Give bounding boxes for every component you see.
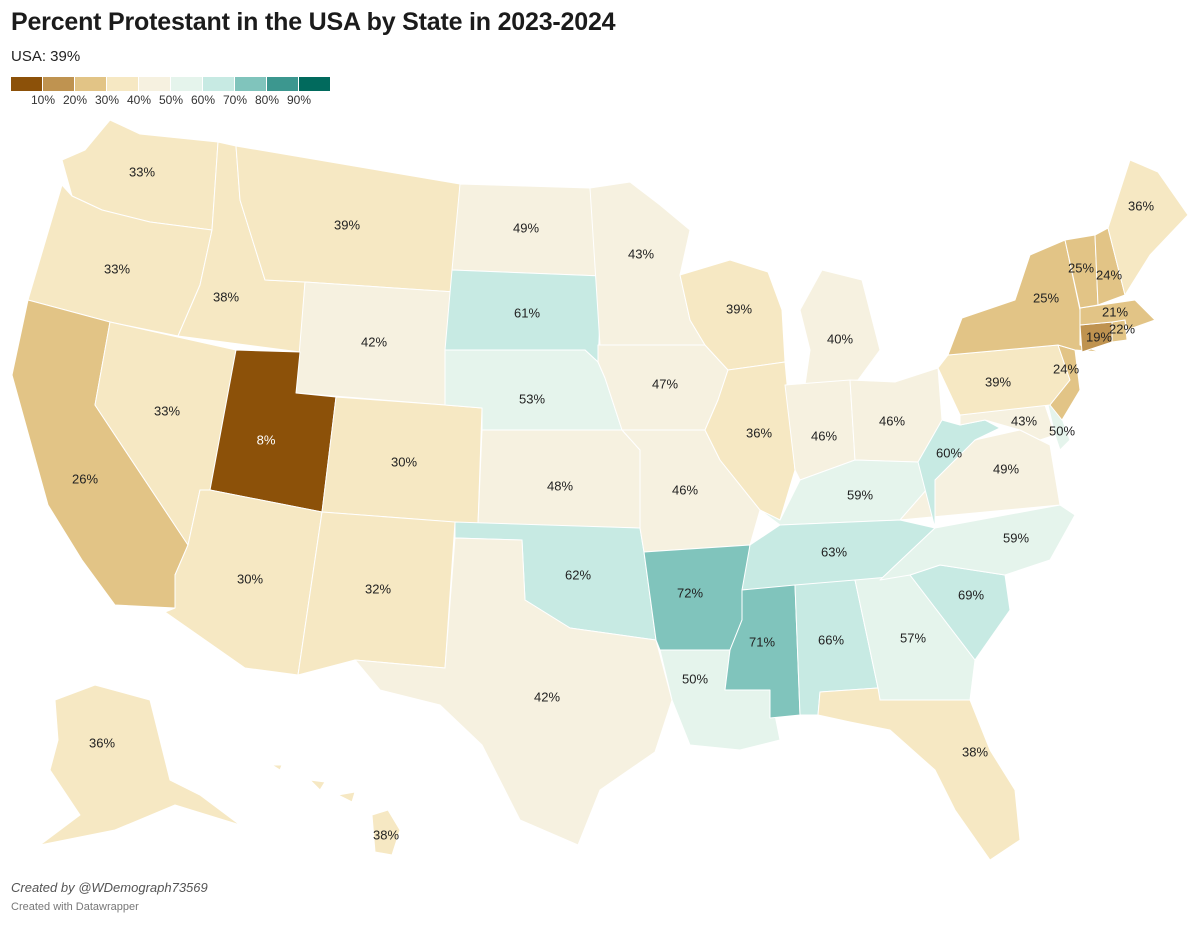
color-legend: 10% 20% 30% 40% 50% 60% 70% 80% 90%: [11, 77, 331, 113]
label-NE: 53%: [519, 391, 545, 406]
legend-label: 70%: [222, 93, 248, 107]
legend-swatch: [139, 77, 171, 91]
legend-label: 40%: [126, 93, 152, 107]
label-TX: 42%: [534, 689, 560, 704]
legend-label: 30%: [94, 93, 120, 107]
label-MI: 40%: [827, 331, 853, 346]
label-NJ: 24%: [1053, 361, 1079, 376]
state-MI[interactable]: [799, 269, 881, 386]
label-NV: 33%: [154, 403, 180, 418]
label-ME: 36%: [1128, 198, 1154, 213]
legend-labels: 10% 20% 30% 40% 50% 60% 70% 80% 90%: [11, 91, 331, 109]
label-MS: 71%: [749, 634, 775, 649]
label-MN: 43%: [628, 246, 654, 261]
label-WV: 60%: [936, 445, 962, 460]
legend-label: 90%: [286, 93, 312, 107]
label-LA: 50%: [682, 671, 708, 686]
credit-author: Created by @WDemograph73569: [11, 880, 208, 895]
label-VT: 25%: [1068, 260, 1094, 275]
state-TX[interactable]: [354, 537, 673, 846]
label-ID: 38%: [213, 289, 239, 304]
label-IL: 36%: [746, 425, 772, 440]
legend-label: 80%: [254, 93, 280, 107]
label-MT: 39%: [334, 217, 360, 232]
legend-swatch: [11, 77, 43, 91]
legend-swatches: [11, 77, 331, 91]
legend-swatch: [235, 77, 267, 91]
label-AL: 66%: [818, 632, 844, 647]
label-WI: 39%: [726, 301, 752, 316]
legend-label: 60%: [190, 93, 216, 107]
label-OK: 62%: [565, 567, 591, 582]
legend-label: 10%: [30, 93, 56, 107]
label-NC: 59%: [1003, 530, 1029, 545]
label-WA: 33%: [129, 164, 155, 179]
label-OR: 33%: [104, 261, 130, 276]
label-OH: 46%: [879, 413, 905, 428]
legend-swatch: [203, 77, 235, 91]
label-WY: 42%: [361, 334, 387, 349]
label-SC: 69%: [958, 587, 984, 602]
label-TN: 63%: [821, 544, 847, 559]
legend-swatch: [43, 77, 75, 91]
label-KS: 48%: [547, 478, 573, 493]
label-RI: 22%: [1109, 321, 1135, 336]
label-AZ: 30%: [237, 571, 263, 586]
label-NH: 24%: [1096, 267, 1122, 282]
state-MA[interactable]: [1079, 299, 1156, 331]
label-NM: 32%: [365, 581, 391, 596]
label-ND: 49%: [513, 220, 539, 235]
state-MN[interactable]: [589, 181, 706, 346]
map-subtitle: USA: 39%: [11, 48, 81, 65]
state-FL[interactable]: [817, 687, 1021, 861]
label-DE: 50%: [1049, 423, 1075, 438]
legend-swatch: [107, 77, 139, 91]
legend-swatch: [267, 77, 299, 91]
legend-swatch: [299, 77, 331, 91]
label-IA: 47%: [652, 376, 678, 391]
label-IN: 46%: [811, 428, 837, 443]
label-CO: 30%: [391, 454, 417, 469]
label-MO: 46%: [672, 482, 698, 497]
label-CA: 26%: [72, 471, 98, 486]
credit-datawrapper: Created with Datawrapper: [11, 901, 139, 913]
label-MA: 21%: [1102, 304, 1128, 319]
label-MD: 43%: [1011, 413, 1037, 428]
legend-swatch: [75, 77, 107, 91]
state-NC[interactable]: [879, 504, 1076, 581]
label-VA: 49%: [993, 461, 1019, 476]
label-GA: 57%: [900, 630, 926, 645]
map-title: Percent Protestant in the USA by State i…: [11, 8, 616, 36]
state-MD[interactable]: [959, 404, 1056, 441]
label-KY: 59%: [847, 487, 873, 502]
legend-swatch: [171, 77, 203, 91]
label-SD: 61%: [514, 305, 540, 320]
state-HI[interactable]: [271, 764, 401, 856]
label-NY: 25%: [1033, 290, 1059, 305]
label-UT: 8%: [257, 432, 276, 447]
label-HI: 38%: [373, 827, 399, 842]
state-ME[interactable]: [1107, 159, 1189, 296]
state-WV[interactable]: [917, 419, 1001, 529]
label-AR: 72%: [677, 585, 703, 600]
legend-label: 50%: [158, 93, 184, 107]
legend-label: 20%: [62, 93, 88, 107]
state-AK[interactable]: [39, 684, 241, 846]
label-FL: 38%: [962, 744, 988, 759]
label-CT: 19%: [1086, 329, 1112, 344]
label-PA: 39%: [985, 374, 1011, 389]
label-AK: 36%: [89, 735, 115, 750]
